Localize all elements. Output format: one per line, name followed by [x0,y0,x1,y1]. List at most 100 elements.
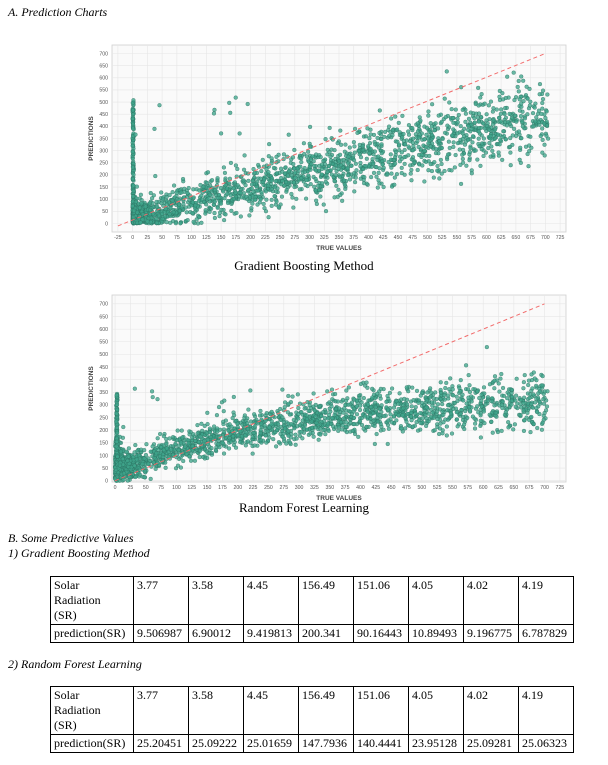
data-point [286,429,291,434]
sr-label-line: (SR) [54,718,77,732]
x-tick-label: 400 [356,485,365,491]
data-point [432,160,437,165]
data-point [514,393,519,398]
data-point [285,173,290,178]
data-point [536,391,541,396]
data-point [471,387,476,392]
data-point [218,201,224,206]
data-point [486,103,491,108]
data-point [251,189,256,194]
x-tick-label: 375 [349,235,358,241]
data-point [531,124,536,129]
data-point [258,408,263,414]
data-point [190,443,195,449]
data-point [292,166,297,171]
data-point [274,444,279,449]
data-point [528,430,533,435]
data-point [525,112,530,117]
data-point [372,423,377,429]
data-point [218,427,223,432]
data-point [338,163,344,168]
data-point [114,393,119,398]
data-point [352,171,357,176]
data-point [426,113,431,118]
data-point [204,431,209,436]
data-point [490,148,495,153]
data-point [455,120,460,125]
data-point [460,392,465,397]
data-point [540,97,546,102]
data-point [443,115,448,120]
x-tick-label: 150 [203,485,212,491]
data-point [486,145,491,151]
data-point [440,428,445,433]
data-point [523,93,529,98]
data-point [495,132,501,137]
data-point [168,447,174,452]
data-point [490,430,495,435]
data-point [193,438,198,443]
data-point [365,409,370,414]
data-point [458,162,463,167]
data-point [498,111,503,117]
data-point [215,205,220,210]
data-point [257,413,263,418]
data-point [384,399,389,404]
data-point [358,381,364,387]
data-point [491,152,496,158]
data-point [442,397,447,402]
data-point [250,451,255,456]
data-point [509,398,514,403]
data-point [308,405,313,411]
data-point [359,422,365,428]
data-point [461,147,466,153]
data-point [415,121,420,126]
data-point [221,409,226,414]
x-tick-label: 225 [261,235,270,241]
data-point [357,407,363,413]
data-point [462,126,467,131]
x-tick-label: 600 [479,485,488,491]
subsection-2-heading: 2) Random Forest Learning [8,657,142,671]
data-point [164,194,169,200]
data-point [492,386,497,391]
data-point [350,428,355,434]
data-point [255,188,260,193]
data-point [269,197,274,202]
data-point [455,116,460,121]
data-point [134,184,139,189]
data-point [527,143,532,148]
data-point [266,154,271,159]
data-point [503,410,508,415]
x-tick-label: 500 [417,485,426,491]
data-point [234,210,239,216]
data-point [518,145,523,150]
data-point [360,144,365,149]
prediction-value-cell: 9.506987 [133,624,189,643]
data-point [433,121,438,126]
data-point [499,107,504,112]
data-point [522,116,528,121]
data-point [222,218,227,223]
data-point [256,162,261,168]
data-point [401,406,406,411]
data-point [206,196,211,201]
x-tick-label: 250 [276,235,285,241]
data-point [353,431,358,437]
data-point [286,168,292,174]
prediction-value-cell: 147.7936 [298,734,354,753]
data-point [459,181,464,186]
prediction-value-cell: 25.09281 [463,734,519,753]
data-point [482,421,487,426]
x-tick-label: 350 [335,235,344,241]
table-row: prediction(SR) 25.20451 25.09222 25.0165… [50,734,574,753]
data-point [500,134,505,140]
data-point [327,150,332,155]
data-point [235,166,240,172]
data-point [212,424,217,429]
data-point [351,409,356,414]
data-point [292,184,297,190]
data-point [390,128,395,133]
data-point [427,129,432,134]
data-point [367,150,372,156]
